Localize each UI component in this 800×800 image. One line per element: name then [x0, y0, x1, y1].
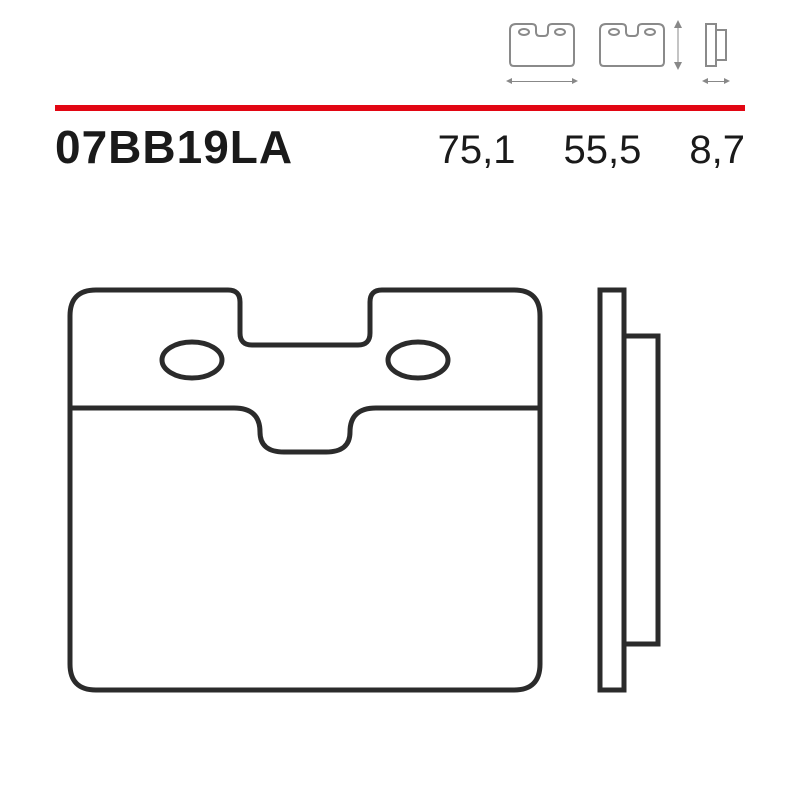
pad-front-outline — [70, 290, 540, 690]
part-number: 07BB19LA — [55, 120, 293, 174]
mini-pad-height-icon — [596, 20, 684, 70]
thickness-arrow-icon — [702, 78, 730, 84]
mounting-hole-1 — [162, 342, 222, 378]
header-dimension-icons — [506, 20, 730, 70]
mini-pad-width-icon — [506, 20, 578, 70]
dimension-thickness: 8,7 — [689, 128, 745, 173]
accent-divider — [55, 105, 745, 111]
dimension-height: 55,5 — [564, 128, 642, 173]
mounting-hole-2 — [388, 342, 448, 378]
pad-side-friction — [624, 336, 658, 644]
dimension-width: 75,1 — [438, 128, 516, 173]
header-row: 07BB19LA 75,1 55,5 8,7 — [55, 120, 745, 174]
pad-side-backplate — [600, 290, 624, 690]
width-arrow-icon — [506, 78, 578, 84]
mini-pad-thickness-icon — [702, 20, 730, 70]
pad-front-inner-line — [72, 408, 538, 452]
height-arrow-icon — [672, 20, 684, 70]
technical-drawing — [40, 230, 760, 750]
dimensions-group: 75,1 55,5 8,7 — [438, 128, 745, 173]
